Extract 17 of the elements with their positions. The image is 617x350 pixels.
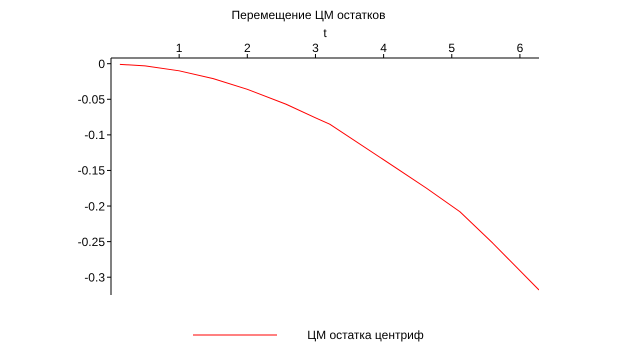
chart-title: Перемещение ЦМ остатков bbox=[230, 8, 386, 22]
y-tick-label: -0.2 bbox=[84, 199, 106, 214]
y-tick-label: -0.3 bbox=[84, 270, 106, 284]
y-tick-label: -0.1 bbox=[84, 128, 106, 142]
y-tick-label: -0.25 bbox=[78, 234, 106, 249]
x-tick-label: 5 bbox=[448, 41, 456, 55]
text: ЦМ остатка центриф bbox=[307, 328, 424, 342]
x-tick-label: 1 bbox=[176, 41, 183, 55]
x-tick-label: 6 bbox=[516, 41, 524, 55]
line-series bbox=[119, 64, 539, 291]
x-tick-label: 2 bbox=[244, 41, 251, 55]
x-axis-title: t bbox=[322, 26, 328, 40]
x-tick-label: 4 bbox=[380, 41, 388, 55]
x-tick-label: 3 bbox=[312, 41, 320, 55]
y-tick-label: -0.15 bbox=[78, 164, 106, 178]
y-tick-label: -0.05 bbox=[78, 92, 106, 107]
y-tick-label: 0 bbox=[98, 56, 106, 71]
